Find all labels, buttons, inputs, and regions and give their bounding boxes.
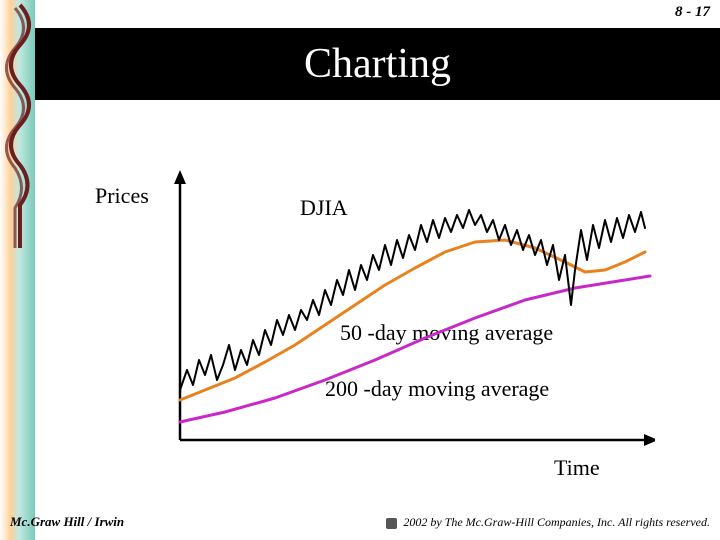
left-decorative-stripe — [0, 0, 35, 540]
footer-copyright: 2002 by The Mc.Graw-Hill Companies, Inc.… — [386, 515, 710, 530]
footer-copyright-text: 2002 by The Mc.Graw-Hill Companies, Inc.… — [403, 515, 710, 529]
x-axis-arrow-icon — [644, 434, 655, 446]
copyright-icon — [386, 518, 397, 529]
djia-line — [180, 210, 645, 390]
line-chart — [95, 170, 655, 470]
footer-publisher: Mc.Graw Hill / Irwin — [10, 514, 124, 530]
y-axis-arrow-icon — [174, 170, 186, 184]
slide-title: Charting — [304, 40, 451, 88]
title-bar: Charting — [35, 28, 720, 100]
page-number: 8 - 17 — [675, 4, 710, 21]
slide-container: 8 - 17 Charting Prices DJIA 50 -day movi… — [0, 0, 720, 540]
